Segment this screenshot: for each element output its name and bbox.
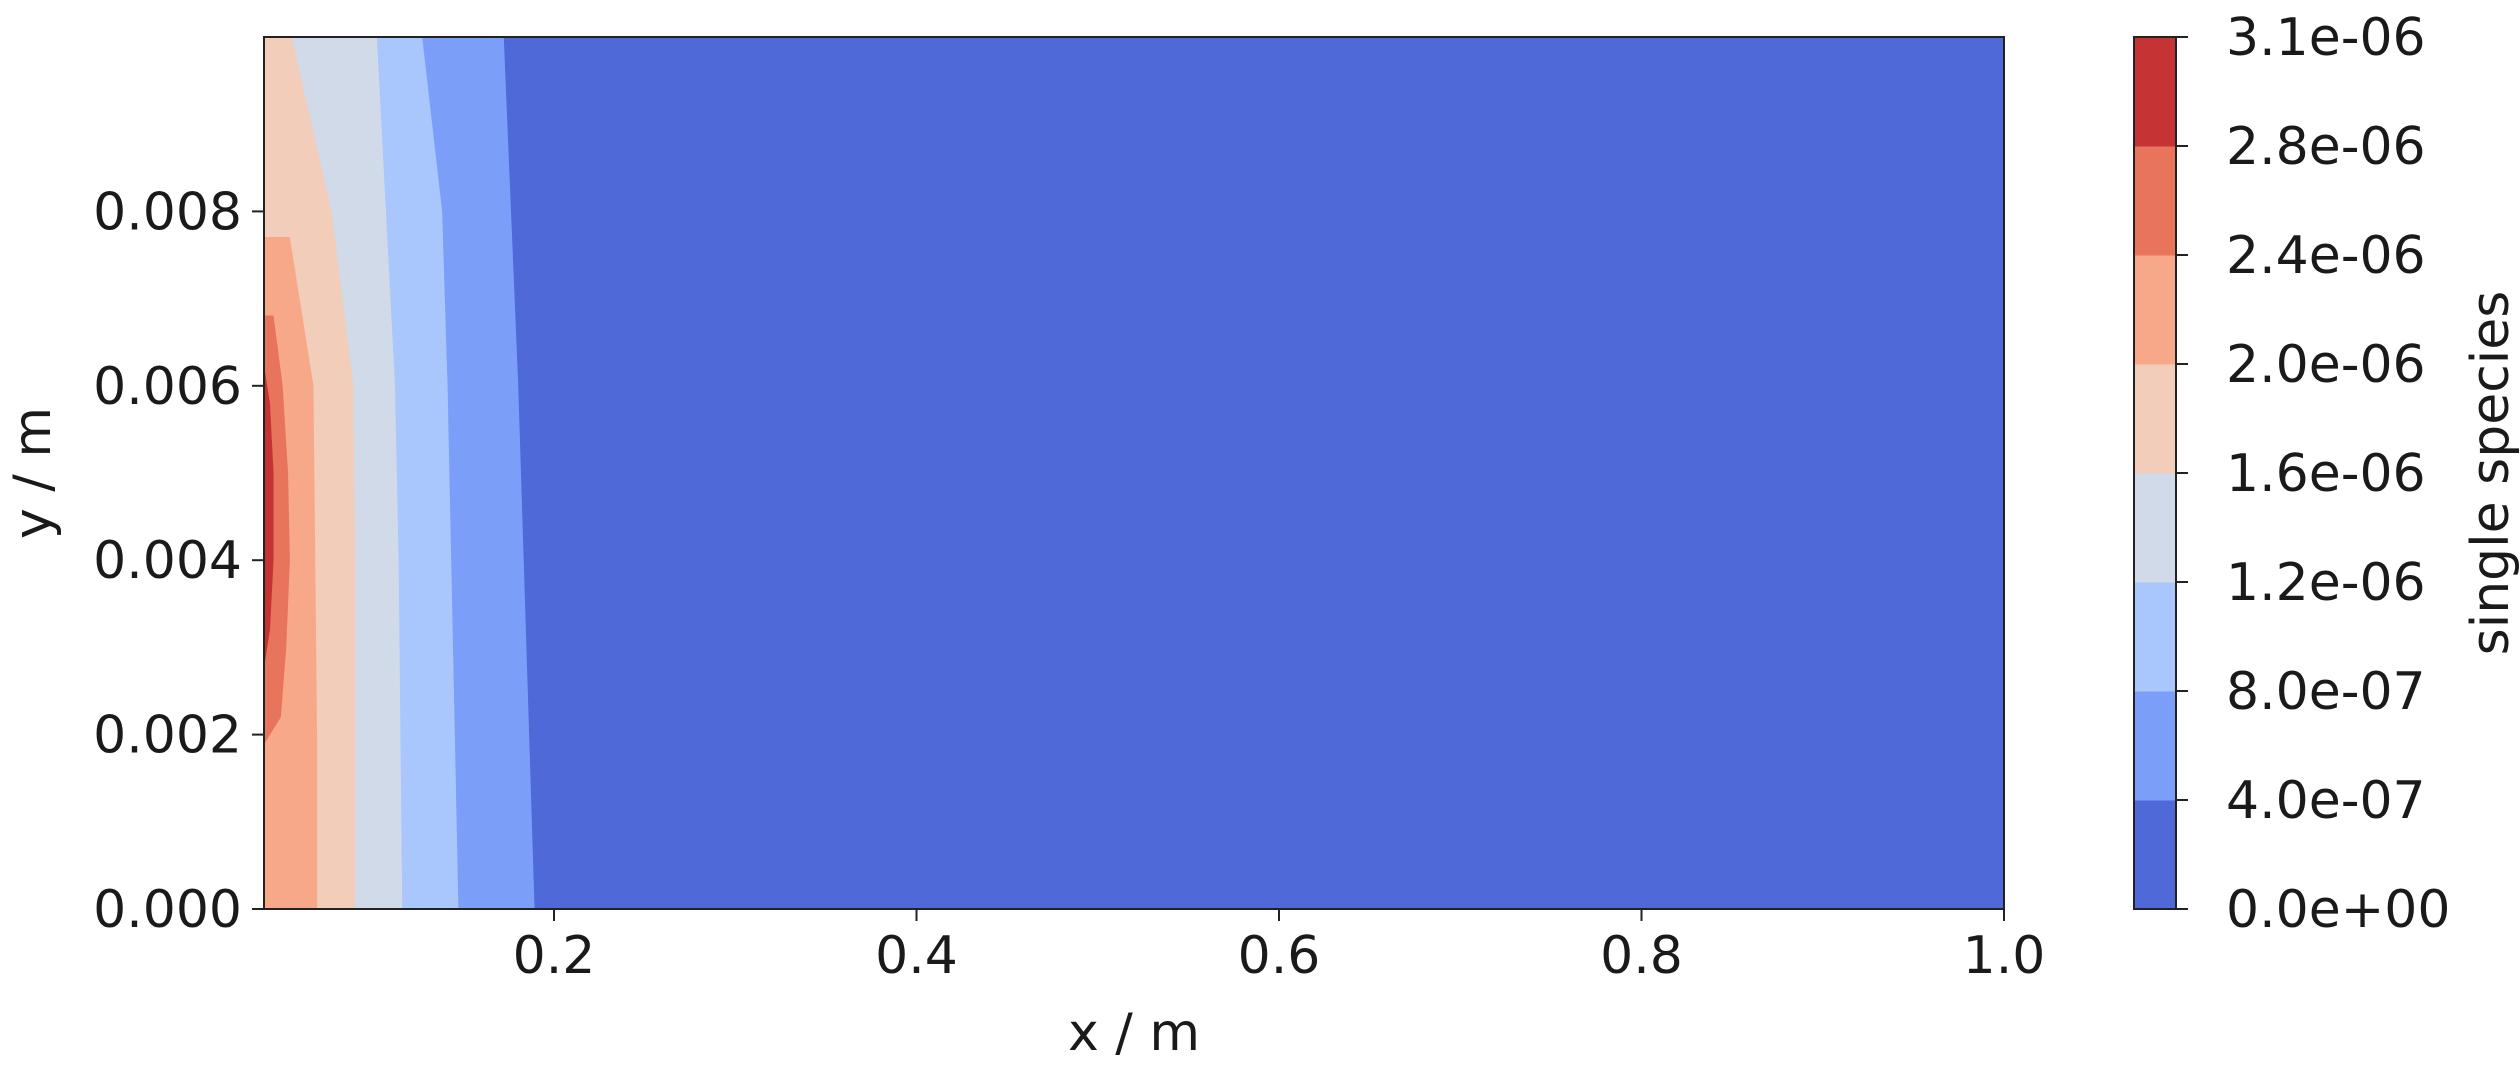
colorbar-segment [2134,800,2176,910]
x-tick-label: 0.4 [875,926,958,986]
contour-band-7 [264,368,274,665]
y-axis-label: y / m [3,407,63,539]
colorbar-segment [2134,255,2176,365]
x-tick-label: 0.2 [513,926,596,986]
colorbar: 0.0e+00 4.0e-07 8.0e-07 1.2e-06 1.6e-06 2.0e-… [2133,8,2450,940]
y-axis: 0.000 0.002 0.004 0.006 0.008 [93,182,264,940]
x-axis-label: x / m [1068,1003,1200,1063]
y-tick-label: 0.006 [93,357,242,417]
colorbar-tick-label: 3.1e-06 [2226,8,2426,68]
colorbar-segment [2134,473,2176,583]
x-axis: 0.2 0.4 0.6 0.8 1.0 [513,909,2046,986]
colorbar-label: single species [2461,291,2520,656]
colorbar-segment [2134,37,2176,147]
colorbar-tick-label: 1.2e-06 [2226,553,2426,613]
y-tick-label: 0.000 [93,880,242,940]
colorbar-tick-label: 2.4e-06 [2226,226,2426,286]
x-tick-label: 0.8 [1600,926,1683,986]
colorbar-segment [2134,146,2176,256]
colorbar-segment [2134,582,2176,692]
y-tick-label: 0.002 [93,706,242,766]
colorbar-segment [2134,364,2176,474]
x-tick-label: 1.0 [1963,926,2046,986]
colorbar-tick-label: 4.0e-07 [2226,771,2426,831]
contour-fill-layer [264,37,2004,909]
colorbar-tick-label: 0.0e+00 [2226,880,2450,940]
y-tick-label: 0.008 [93,182,242,242]
x-tick-label: 0.6 [1238,926,1321,986]
contour-band-0 [264,37,2004,909]
colorbar-tick-label: 2.8e-06 [2226,117,2426,177]
plot-frame [263,36,2005,910]
colorbar-segment [2134,691,2176,801]
colorbar-tick-label: 2.0e-06 [2226,335,2426,395]
colorbar-tick-label: 1.6e-06 [2226,444,2426,504]
colorbar-tick-label: 8.0e-07 [2226,662,2426,722]
y-tick-label: 0.004 [93,531,242,591]
